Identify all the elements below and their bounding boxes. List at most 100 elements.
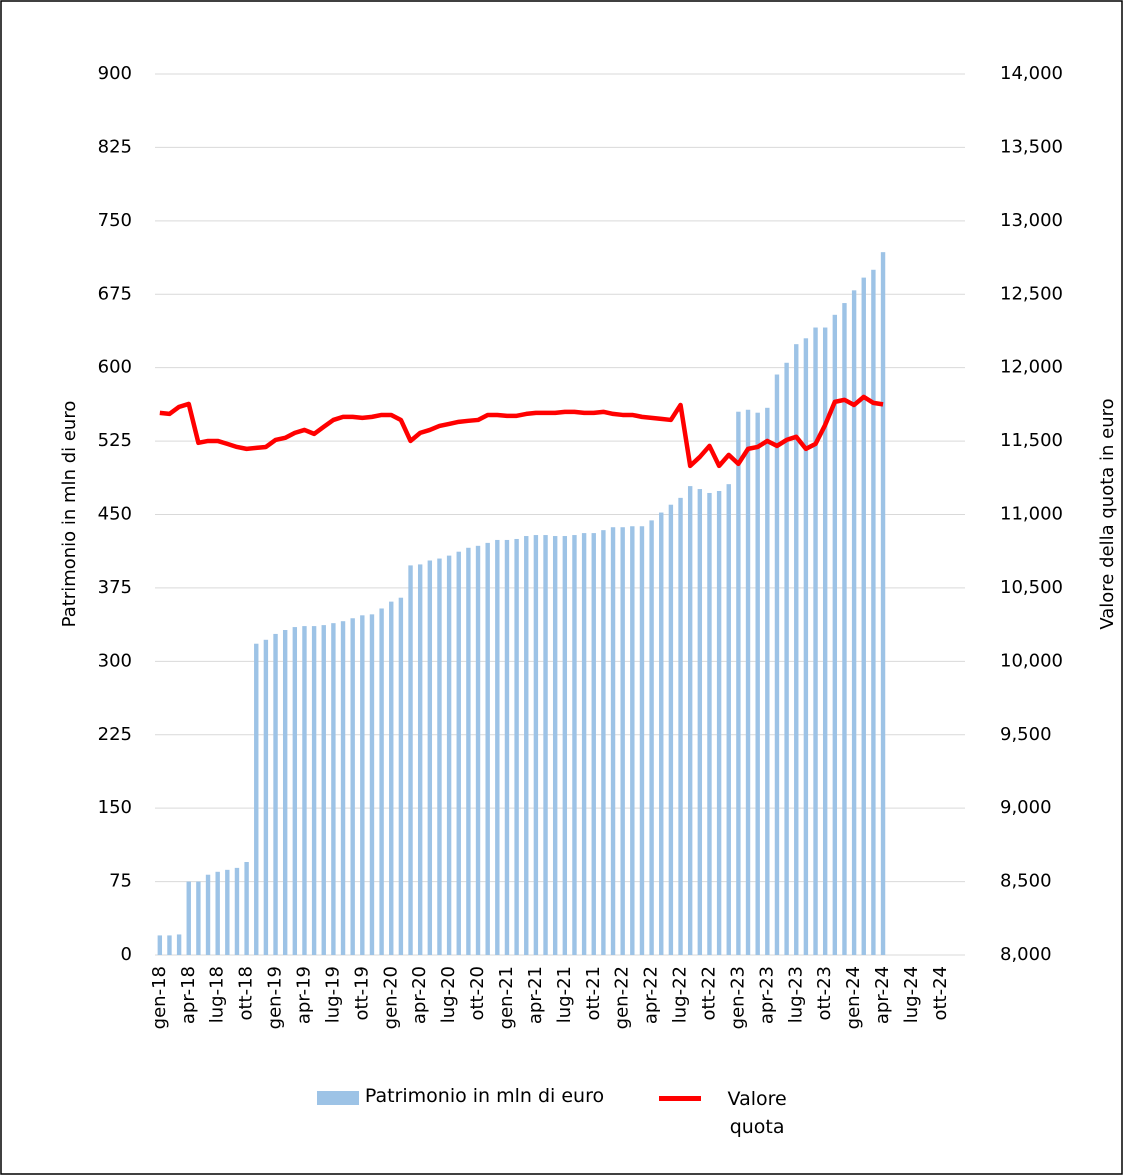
bar [167,935,172,955]
y2-tick-label: 10,500 [1000,577,1063,598]
y2-tick-label: 11,500 [1000,430,1063,451]
x-tick-label: lug-24 [901,966,922,1023]
bar [668,504,674,955]
bar [832,314,838,956]
bar [726,484,731,955]
x-tick-label: gen-21 [496,966,517,1029]
bar [842,303,847,955]
bar [234,867,240,955]
bar [446,555,452,955]
x-tick-label: apr-21 [525,966,546,1024]
bar [157,935,163,955]
y-tick-label: 900 [98,63,132,84]
x-tick-label: apr-18 [178,966,199,1024]
x-tick-label: ott-22 [698,966,719,1021]
x-tick-label: apr-19 [293,966,314,1024]
bar [524,536,529,955]
legend-label: Patrimonio in mln di euro [364,1085,605,1107]
x-tick-label: lug-21 [554,966,575,1023]
bar [581,533,587,955]
y2-tick-label: 8,000 [1000,944,1052,965]
x-tick-label: gen-23 [727,966,748,1029]
x-tick-label: apr-22 [641,966,662,1024]
bar [292,627,298,955]
y-tick-label: 75 [109,871,132,892]
legend-swatch [659,1096,702,1101]
bar [851,290,857,955]
bar [475,545,481,955]
x-tick-label: gen-22 [612,966,633,1029]
bar [398,597,404,955]
y-tick-label: 825 [98,136,132,157]
x-tick-label: lug-18 [207,966,228,1023]
bar [659,512,664,955]
bar [244,862,249,955]
bar [687,486,693,955]
bar [861,277,866,955]
bar [263,639,269,955]
bar [504,539,510,955]
y-tick-label: 300 [98,650,132,671]
bar [562,536,568,955]
bar [601,530,606,955]
y2-tick-label: 12,000 [1000,357,1063,378]
bar [813,327,818,955]
y-tick-label: 0 [121,944,132,965]
bar [302,626,307,955]
bar [880,252,886,955]
bar [466,547,471,955]
bar [186,881,191,955]
x-tick-label: apr-20 [409,966,430,1024]
y2-axis-title: Valore della quota in euro [1097,398,1118,629]
bar [456,551,461,955]
y-tick-label: 750 [98,210,132,231]
x-tick-label: lug-20 [438,966,459,1023]
bar [331,623,336,955]
y-axis-title: Patrimonio in mln di euro [59,401,80,628]
y2-tick-label: 13,500 [1000,136,1063,157]
bar [427,560,433,955]
bar [369,614,375,955]
x-tick-label: apr-24 [872,966,893,1024]
bar [379,608,384,955]
bar [630,526,635,955]
bar [514,538,519,955]
bar [196,881,201,955]
bar [774,374,780,955]
y2-tick-label: 10,000 [1000,650,1063,671]
x-tick-label: lug-22 [670,966,691,1023]
x-tick-label: apr-23 [756,966,777,1024]
bar [745,409,751,955]
y2-tick-label: 12,500 [1000,283,1063,304]
x-tick-label: ott-19 [351,966,372,1021]
bar [350,618,355,955]
x-tick-label: ott-23 [814,966,835,1021]
bar [822,327,828,955]
x-tick-label: lug-19 [322,966,343,1023]
y-tick-label: 450 [98,504,132,525]
bar [755,412,760,955]
y-tick-label: 150 [98,797,132,818]
y-tick-label: 375 [98,577,132,598]
bar [485,542,490,955]
bar [254,643,259,955]
bar [215,871,220,955]
bar [610,527,616,955]
x-tick-label: ott-18 [236,966,257,1021]
bar [707,492,712,955]
y-tick-label: 525 [98,430,132,451]
bar [765,407,770,955]
x-tick-label: lug-23 [785,966,806,1023]
bar [716,491,722,955]
x-tick-label: gen-18 [149,966,170,1029]
bar [697,489,703,955]
bar [311,626,317,955]
y-tick-label: 600 [98,357,132,378]
bar [543,535,548,955]
bar [678,497,683,955]
line [159,394,884,469]
bar [205,874,211,955]
